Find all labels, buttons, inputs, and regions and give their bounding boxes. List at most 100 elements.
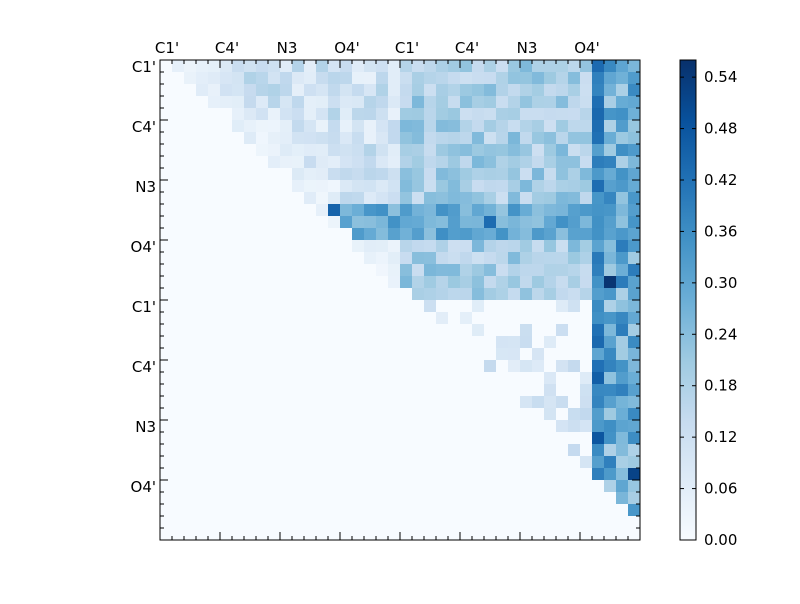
heatmap-cell [196,72,208,84]
heatmap-cell [628,120,640,132]
heatmap-cell [532,144,544,156]
heatmap-cell [616,324,628,336]
heatmap-cell [580,192,592,204]
heatmap-cell [592,384,604,396]
heatmap-cell [592,180,604,192]
heatmap-cell [580,276,592,288]
heatmap-cell [532,132,544,144]
heatmap-cell [364,96,376,108]
heatmap-cell [628,324,640,336]
heatmap-cell [544,204,556,216]
heatmap-cell [484,192,496,204]
colorbar-tick-label: 0.00 [704,531,737,549]
heatmap-cell [400,228,412,240]
heatmap-cell [628,420,640,432]
heatmap-cell [424,84,436,96]
colorbar-tick-label: 0.06 [704,480,737,498]
heatmap-cell [592,408,604,420]
heatmap-cell [292,108,304,120]
heatmap-cell [364,180,376,192]
heatmap-cell [628,156,640,168]
heatmap-cell [244,120,256,132]
heatmap-cell [448,288,460,300]
heatmap-cell [628,348,640,360]
heatmap-cell [556,324,568,336]
heatmap-cell [388,60,400,72]
heatmap-cell [520,324,532,336]
heatmap-cell [604,96,616,108]
heatmap-cell [472,180,484,192]
heatmap-cell [592,360,604,372]
heatmap-cell [424,252,436,264]
heatmap-cell [604,420,616,432]
heatmap-cell [556,300,568,312]
heatmap-cell [616,348,628,360]
heatmap-cell [544,216,556,228]
heatmap-cell [616,492,628,504]
heatmap-cell [388,132,400,144]
heatmap-cell [496,108,508,120]
heatmap-cell [436,288,448,300]
heatmap-cell [388,180,400,192]
heatmap-cell [532,348,544,360]
heatmap-cell [436,60,448,72]
heatmap-cell [628,252,640,264]
heatmap-cell [616,216,628,228]
heatmap-cell [616,384,628,396]
heatmap-cell [544,132,556,144]
heatmap-cell [616,312,628,324]
heatmap-cell [592,276,604,288]
heatmap-cell [280,144,292,156]
heatmap-cell [580,456,592,468]
heatmap-cell [604,144,616,156]
heatmap-cell [592,348,604,360]
heatmap-cell [556,288,568,300]
heatmap-cell [424,108,436,120]
heatmap-cell [448,216,460,228]
heatmap-cell [340,84,352,96]
heatmap-cell [388,240,400,252]
heatmap-cell [448,228,460,240]
heatmap-cell [364,252,376,264]
heatmap-cell [592,108,604,120]
heatmap-cell [388,276,400,288]
heatmap-cell [436,240,448,252]
heatmap-cell [256,96,268,108]
heatmap-cell [556,228,568,240]
heatmap-cell [388,144,400,156]
heatmap-cell [352,192,364,204]
heatmap-cell [544,96,556,108]
heatmap-cell [628,312,640,324]
heatmap-cell [424,180,436,192]
heatmap-cell [544,252,556,264]
colorbar-ticks: 0.00 0.06 0.12 0.18 0.24 0.30 0.36 0.42 0.48 0.54 [680,68,737,549]
heatmap-cell [424,264,436,276]
heatmap-cell [496,240,508,252]
heatmap-cell [604,156,616,168]
heatmap-cell [628,468,640,480]
y-tick-label: N3 [135,418,156,436]
heatmap-cell [448,252,460,264]
heatmap-cell [484,84,496,96]
heatmap-cell [568,408,580,420]
heatmap-cell [376,252,388,264]
x-tick-label: N3 [517,39,538,57]
heatmap-cell [532,264,544,276]
heatmap-cell [292,156,304,168]
heatmap-cell [412,132,424,144]
heatmap-cell [544,384,556,396]
heatmap-cell [424,204,436,216]
heatmap-cell [220,72,232,84]
heatmap-cell [580,264,592,276]
heatmap-cell [568,228,580,240]
heatmap-cell [592,132,604,144]
heatmap-cell [508,240,520,252]
heatmap-cell [580,228,592,240]
heatmap-cell [568,300,580,312]
heatmap-cell [592,72,604,84]
heatmap-cell [328,108,340,120]
heatmap-cell [244,60,256,72]
heatmap-cell [580,420,592,432]
heatmap-cell [616,180,628,192]
heatmap-cell [280,84,292,96]
